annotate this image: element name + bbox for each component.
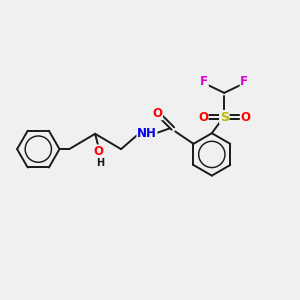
Text: S: S xyxy=(220,110,229,124)
Text: NH: NH xyxy=(137,127,157,140)
Text: F: F xyxy=(240,75,248,88)
Text: O: O xyxy=(240,110,250,124)
Text: O: O xyxy=(153,107,163,120)
Text: O: O xyxy=(94,145,104,158)
Text: H: H xyxy=(96,158,104,168)
Text: O: O xyxy=(198,110,208,124)
Text: F: F xyxy=(200,75,208,88)
